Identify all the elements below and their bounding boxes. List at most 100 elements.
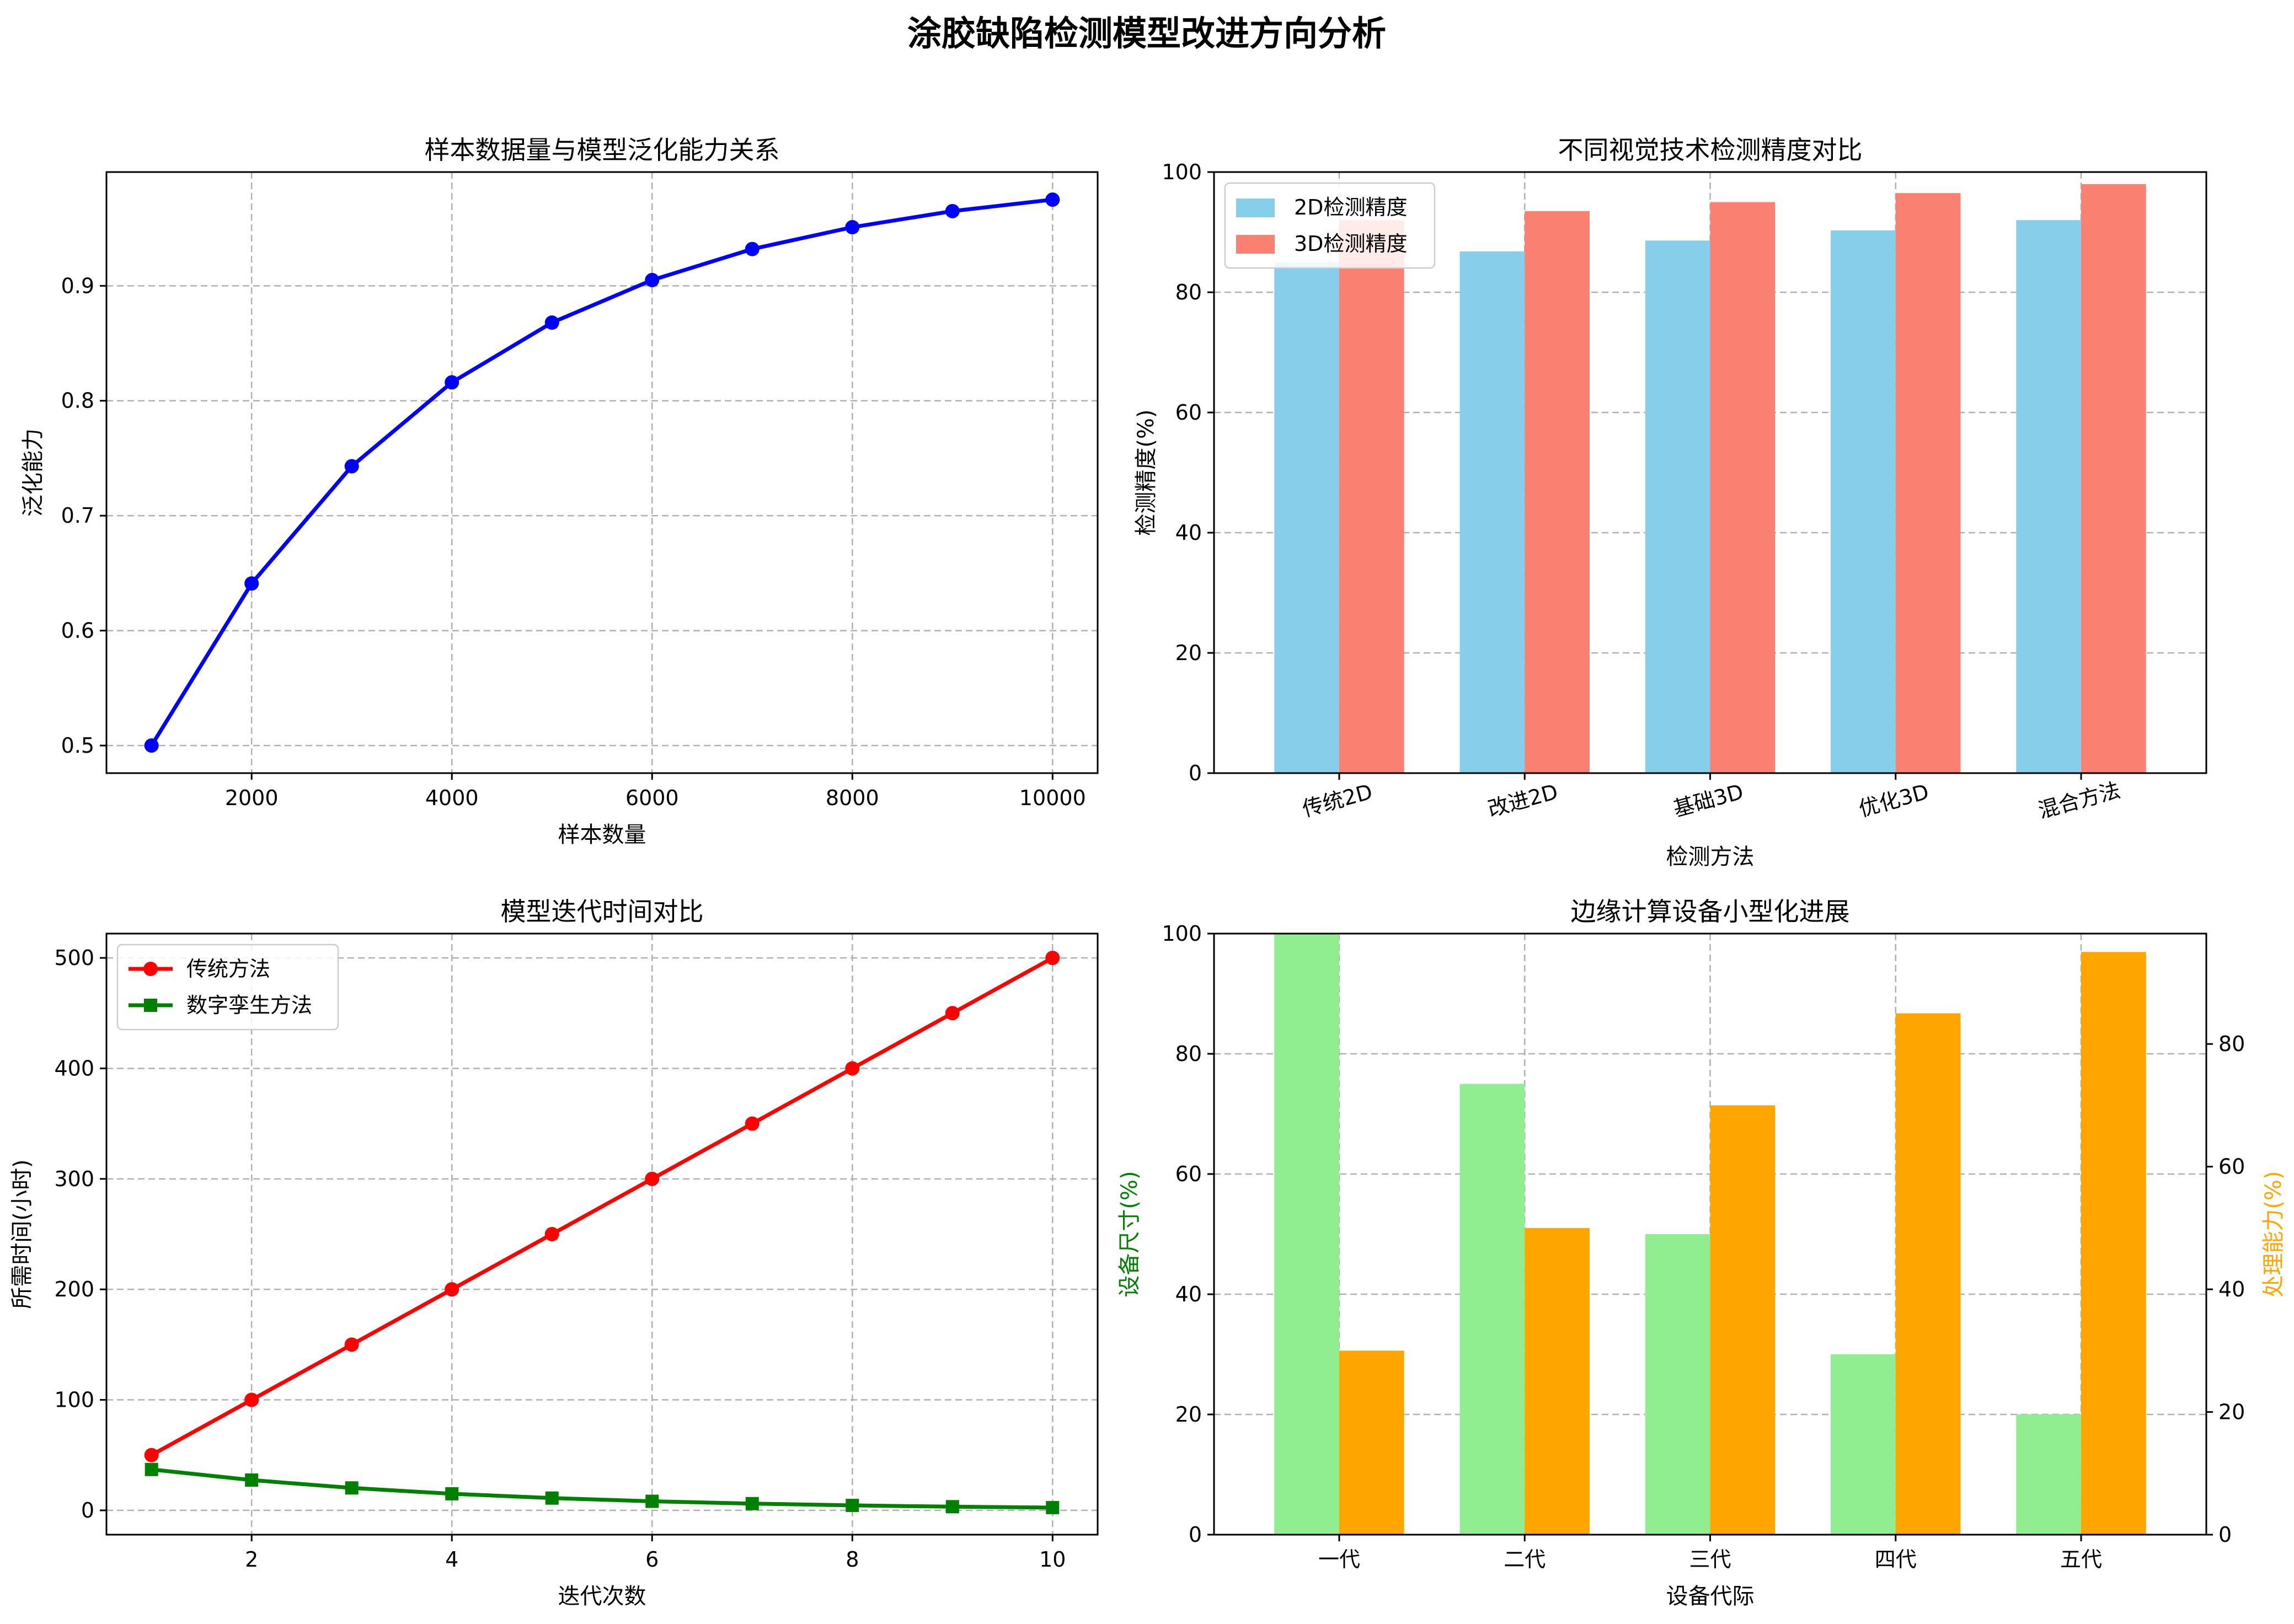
x-tick-label: 2000 bbox=[225, 786, 279, 810]
y-tick-label: 20 bbox=[2218, 1400, 2245, 1424]
bar bbox=[1459, 1084, 1525, 1535]
bar bbox=[1339, 220, 1404, 773]
bar bbox=[1339, 1350, 1404, 1535]
data-point bbox=[344, 1337, 359, 1352]
grid bbox=[106, 934, 1098, 1535]
x-tick-label: 五代 bbox=[2060, 1547, 2102, 1572]
x-axis-label: 设备代际 bbox=[1666, 1584, 1755, 1609]
grid bbox=[106, 172, 1098, 773]
x-axis: 2000 4000 6000 8000 10000 bbox=[225, 773, 1086, 810]
y-axis: 0 100 200 300 400 500 bbox=[54, 946, 106, 1523]
data-point bbox=[345, 1481, 359, 1495]
x-tick-label: 二代 bbox=[1504, 1547, 1546, 1572]
y-tick-label: 40 bbox=[2218, 1277, 2245, 1301]
data-point bbox=[645, 1494, 659, 1508]
x-tick-label: 4 bbox=[445, 1547, 458, 1572]
bar bbox=[2016, 1414, 2082, 1535]
data-point bbox=[945, 203, 960, 218]
y-tick-label: 0.9 bbox=[61, 274, 94, 298]
y-tick-label: 0 bbox=[1189, 1523, 1202, 1547]
y-axis-right: 0 20 40 60 80 bbox=[2206, 1032, 2245, 1547]
data-point bbox=[244, 576, 259, 591]
panel-1: 0.5 0.6 0.7 0.8 0.9 2000 4000 6000 8000 10000 样本数据… bbox=[20, 135, 1099, 848]
data-point bbox=[144, 738, 159, 753]
data-point bbox=[845, 1061, 860, 1076]
x-axis-label: 检测方法 bbox=[1666, 844, 1755, 870]
bar bbox=[1274, 262, 1339, 773]
x-tick-label: 10000 bbox=[1019, 786, 1086, 810]
data-point bbox=[846, 1498, 859, 1512]
plot-frame bbox=[105, 171, 1099, 774]
data-point bbox=[645, 1171, 660, 1186]
legend-box bbox=[116, 944, 339, 1031]
data-point bbox=[145, 1462, 158, 1476]
y-tick-label: 0 bbox=[2218, 1523, 2232, 1547]
bar bbox=[2081, 184, 2146, 773]
data-point bbox=[1045, 192, 1060, 207]
y-tick-label: 80 bbox=[2218, 1032, 2245, 1056]
data-point bbox=[445, 375, 459, 390]
y-tick-label: 40 bbox=[1175, 1282, 1202, 1306]
y-tick-label: 40 bbox=[1175, 521, 1202, 545]
data-point bbox=[544, 1227, 559, 1241]
data-point bbox=[1045, 951, 1060, 966]
data-point bbox=[445, 1487, 459, 1500]
data-marks bbox=[144, 192, 1060, 753]
y-tick-label: 0 bbox=[81, 1498, 94, 1523]
y-tick-label: 60 bbox=[1175, 1162, 1202, 1186]
y-tick-label: 100 bbox=[1162, 160, 1202, 184]
legend-label: 数字孪生方法 bbox=[186, 993, 312, 1017]
y-axis: 0 20 40 60 80 100 bbox=[1162, 921, 1214, 1547]
data-point bbox=[244, 1392, 259, 1407]
series-line-1 bbox=[150, 956, 1054, 1457]
y-tick-label: 0.8 bbox=[61, 389, 94, 413]
bar bbox=[1831, 230, 1896, 774]
y-tick-label: 100 bbox=[54, 1388, 94, 1412]
y-tick-label: 300 bbox=[54, 1167, 94, 1191]
legend-label: 传统方法 bbox=[186, 957, 270, 981]
x-tick-label: 10 bbox=[1039, 1547, 1066, 1572]
data-point bbox=[945, 1006, 960, 1021]
data-point bbox=[545, 1491, 559, 1505]
y-tick-label: 0.5 bbox=[61, 733, 94, 758]
x-tick-label: 4000 bbox=[425, 786, 479, 810]
y-axis-label-right: 处理能力(%) bbox=[2261, 1171, 2286, 1297]
y-tick-label: 0.7 bbox=[61, 503, 94, 528]
x-tick-label: 6000 bbox=[625, 786, 679, 810]
legend-label: 3D检测精度 bbox=[1294, 232, 1407, 256]
panel-title: 边缘计算设备小型化进展 bbox=[1571, 897, 1850, 926]
x-axis-label: 迭代次数 bbox=[558, 1584, 646, 1609]
y-tick-label: 60 bbox=[2218, 1155, 2245, 1179]
data-point bbox=[745, 242, 760, 256]
y-tick-label: 500 bbox=[54, 946, 94, 970]
y-tick-label: 100 bbox=[1162, 921, 1202, 946]
x-tick-label: 三代 bbox=[1689, 1547, 1731, 1572]
bar bbox=[1710, 202, 1776, 773]
legend-swatch bbox=[1236, 199, 1275, 217]
legend-box bbox=[1224, 182, 1436, 269]
data-marks bbox=[1274, 184, 2146, 774]
data-point bbox=[945, 1500, 959, 1514]
bar bbox=[1710, 1105, 1776, 1535]
legend-marker bbox=[143, 962, 158, 976]
x-tick-label: 四代 bbox=[1875, 1547, 1917, 1572]
data-point bbox=[1046, 1500, 1060, 1514]
bar bbox=[2081, 952, 2146, 1535]
legend-marker bbox=[144, 999, 157, 1012]
y-tick-label: 0.6 bbox=[61, 619, 94, 643]
x-tick-label: 一代 bbox=[1318, 1547, 1360, 1572]
x-axis: 2 4 6 8 10 bbox=[245, 1535, 1066, 1572]
panel-title: 不同视觉技术检测精度对比 bbox=[1558, 135, 1863, 165]
figure-title: 涂胶缺陷检测模型改进方向分析 bbox=[907, 13, 1386, 53]
y-tick-label: 80 bbox=[1175, 280, 1202, 304]
data-point bbox=[645, 272, 660, 287]
data-point bbox=[344, 459, 359, 474]
bar bbox=[2016, 220, 2082, 773]
y-axis-label: 检测精度(%) bbox=[1133, 409, 1159, 535]
y-axis-label: 设备尺寸(%) bbox=[1117, 1171, 1142, 1297]
x-axis-label: 样本数量 bbox=[558, 822, 646, 848]
bar bbox=[1645, 240, 1710, 773]
